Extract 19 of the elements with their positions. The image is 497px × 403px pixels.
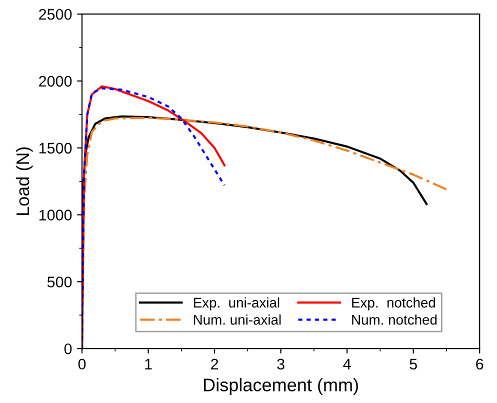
legend-label: Exp. uni-axial — [194, 297, 280, 310]
x-tick-label: 2 — [211, 358, 218, 370]
y-tick-label: 1000 — [39, 210, 72, 220]
y-tick-label: 0 — [64, 343, 72, 354]
y-tick-label: 1500 — [39, 142, 72, 154]
y-tick-label: 500 — [47, 276, 72, 288]
legend-label: Num. uni-axial — [194, 314, 281, 325]
x-tick-label: 4 — [343, 358, 351, 370]
x-axis-title: Displacement (mm) — [204, 378, 358, 395]
legend-label: Num. notched — [352, 314, 437, 325]
x-tick-label: 1 — [145, 358, 152, 370]
y-tick-label: 2000 — [39, 76, 72, 87]
y-axis-title: Load (N) — [16, 147, 33, 215]
x-tick-label: 0 — [78, 358, 86, 370]
x-tick-label: 6 — [476, 358, 484, 370]
legend-label: Exp. notched — [352, 297, 436, 310]
x-tick-label: 5 — [410, 358, 417, 370]
x-tick-label: 3 — [277, 358, 284, 370]
y-tick-label: 2500 — [39, 8, 72, 20]
